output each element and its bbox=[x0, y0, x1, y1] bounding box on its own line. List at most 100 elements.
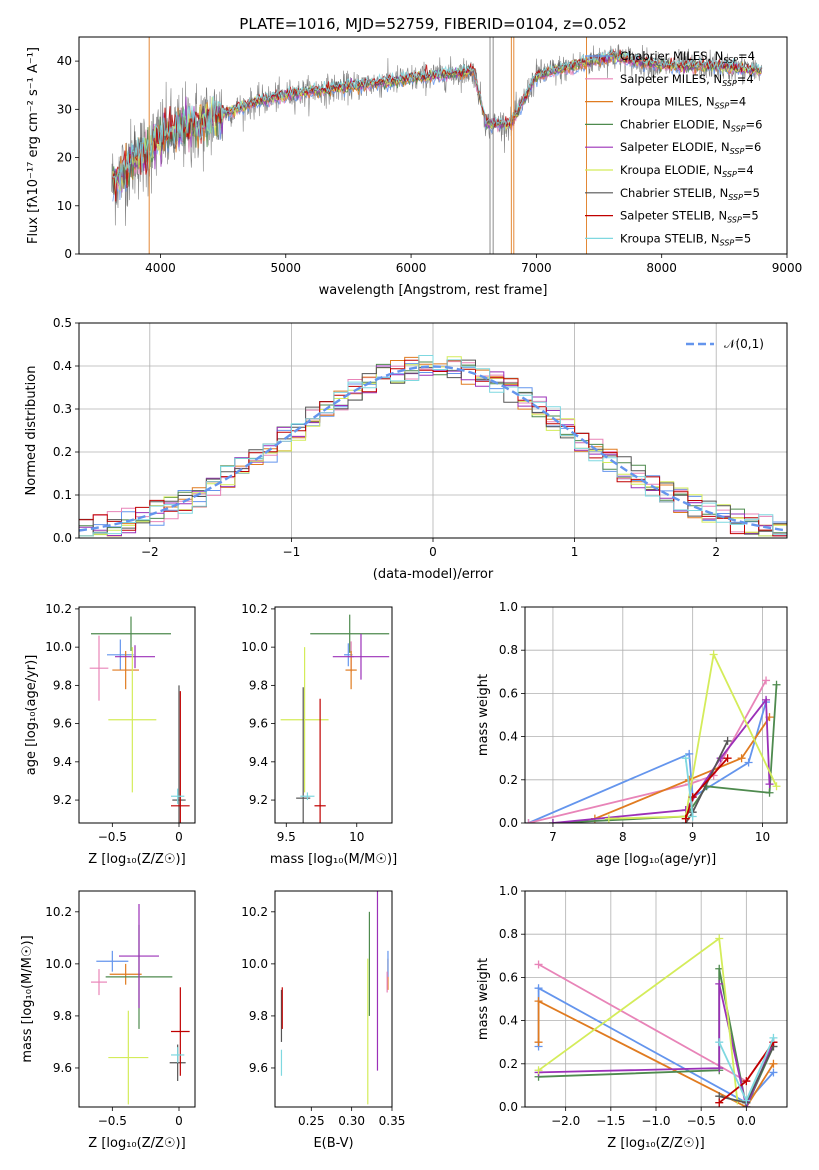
age_vs_Z-points bbox=[89, 616, 190, 823]
residuals-xtick-label: −1 bbox=[283, 545, 301, 559]
mass_vs_ebv-ytick-label: 9.6 bbox=[249, 1061, 268, 1075]
weight_vs_age-series-line bbox=[552, 697, 771, 823]
weight_vs_Z-marker bbox=[742, 1077, 751, 1086]
weight_vs_age-marker bbox=[772, 680, 781, 689]
mass_vs_Z-xtick-label: 0 bbox=[175, 1114, 183, 1128]
weight_vs_age-xtick-label: 9 bbox=[689, 830, 697, 844]
weight_vs_Z-axes: −2.0 −1.5 −1.0 −0.5 0.0 0.0 0.2 0.4 0.6 0.8 1.0 Z [… bbox=[476, 884, 787, 1151]
age_vs_mass-xlabel: mass [log₁₀(M/M☉)] bbox=[270, 852, 397, 867]
mass_vs_Z-axes: −0.5 0 9.6 9.8 10.0 10.2 Z [log₁₀(Z/Z☉)] mass [… bbox=[20, 905, 186, 1151]
weight_vs_Z-marker bbox=[534, 984, 543, 993]
spectrum-xtick-label: 6000 bbox=[396, 261, 427, 275]
age_vs_mass-ytick-label: 10.2 bbox=[241, 602, 268, 616]
spectrum-legend-label: Chabrier MILES, NSSP=4 bbox=[620, 49, 755, 65]
residuals-ytick-label: 0.3 bbox=[53, 402, 72, 416]
weight_vs_age-ylabel: mass weight bbox=[476, 674, 491, 756]
legend-label-suffix: =6 bbox=[744, 140, 761, 154]
weight_vs_age-ytick-label: 0.0 bbox=[499, 816, 518, 830]
age_vs_Z-xlabel: Z [log₁₀(Z/Z☉)] bbox=[88, 852, 185, 867]
spectrum-frame bbox=[78, 36, 788, 255]
spectrum-legend-label: Kroupa ELODIE, NSSP=4 bbox=[620, 163, 754, 179]
residuals-frame bbox=[78, 322, 788, 539]
legend-label-text: Salpeter ELODIE, N bbox=[620, 140, 730, 154]
legend-label-sub: SSP bbox=[722, 170, 737, 179]
age_vs_mass-ytick-label: 9.4 bbox=[249, 755, 268, 769]
age_vs_Z-ytick-label: 9.6 bbox=[53, 717, 72, 731]
weight_vs_Z-marker bbox=[715, 1064, 724, 1073]
weight_vs_Z-ytick-label: 0.2 bbox=[499, 1057, 518, 1071]
age_vs_mass-axes: 9.5 10 9.2 9.4 9.6 9.8 10.0 10.2 mass [log₁₀(M/M… bbox=[241, 602, 397, 867]
weight_vs_age-marker bbox=[685, 749, 694, 758]
legend-label-suffix: =4 bbox=[738, 49, 755, 63]
residuals-ytick-label: 0.4 bbox=[53, 359, 72, 373]
spectrum-legend-label: Salpeter MILES, NSSP=4 bbox=[620, 72, 754, 88]
spectrum-ylabel: Flux [fλ10⁻¹⁷ erg cm⁻² s⁻¹ A⁻¹] bbox=[26, 47, 41, 244]
residuals-ytick-label: 0.1 bbox=[53, 488, 72, 502]
residuals-xlabel: (data-model)/error bbox=[373, 567, 494, 582]
mass_vs_Z-frame bbox=[78, 890, 196, 1108]
figure-title: PLATE=1016, MJD=52759, FIBERID=0104, z=0… bbox=[239, 15, 626, 33]
age_vs_Z-axes: −0.5 0 9.2 9.4 9.6 9.8 10.0 10.2 Z [log₁₀(Z/Z☉)]… bbox=[24, 602, 186, 867]
weight_vs_Z-xtick-label: −0.5 bbox=[687, 1114, 716, 1128]
mass_vs_Z-points bbox=[91, 904, 190, 1105]
spectrum-ytick-label: 0 bbox=[64, 247, 72, 261]
mass_vs_ebv-points bbox=[280, 891, 389, 1105]
weight_vs_age-marker bbox=[744, 758, 753, 767]
weight_vs_Z-series-line bbox=[537, 999, 775, 1107]
spectrum-xtick-label: 5000 bbox=[270, 261, 301, 275]
weight_vs_Z-ytick-label: 0.0 bbox=[499, 1100, 518, 1114]
age_vs_Z-ytick-label: 9.2 bbox=[53, 793, 72, 807]
spectrum-lines bbox=[111, 37, 763, 254]
spectrum-legend-label: Chabrier STELIB, NSSP=5 bbox=[620, 186, 760, 202]
spectrum-ytick-label: 20 bbox=[57, 151, 72, 165]
weight_vs_age-xlabel: age [log₁₀(age/yr)] bbox=[596, 852, 717, 867]
age_vs_Z-ylabel: age [log₁₀(age/yr)] bbox=[24, 655, 39, 776]
age_vs_mass-xtick-label: 10 bbox=[349, 830, 364, 844]
mass_vs_ebv-ytick-label: 10.2 bbox=[241, 905, 268, 919]
residuals-hist-line bbox=[79, 365, 787, 537]
weight_vs_Z-marker bbox=[742, 1096, 751, 1105]
spectrum-legend-label: Salpeter ELODIE, NSSP=6 bbox=[620, 140, 761, 156]
legend-label-text: Chabrier STELIB, N bbox=[620, 186, 728, 200]
weight_vs_Z-marker bbox=[715, 979, 724, 988]
residuals-xtick-label: −2 bbox=[141, 545, 159, 559]
mass_vs_Z-xtick-label: −0.5 bbox=[98, 1114, 127, 1128]
mass_vs_Z-ytick-label: 9.8 bbox=[53, 1009, 72, 1023]
weight_vs_age-series-line bbox=[528, 679, 767, 823]
age_vs_mass-frame bbox=[274, 606, 393, 824]
legend-label-suffix: =5 bbox=[734, 231, 751, 245]
weight_vs_age-ytick-label: 1.0 bbox=[499, 600, 518, 614]
weight_vs_age-marker bbox=[681, 754, 690, 763]
weight_vs_Z-xlabel: Z [log₁₀(Z/Z☉)] bbox=[607, 1136, 704, 1151]
legend-label-sub: SSP bbox=[720, 238, 735, 247]
spectrum-legend-label: Kroupa MILES, NSSP=4 bbox=[620, 95, 746, 111]
legend-label-text: Chabrier ELODIE, N bbox=[620, 117, 731, 131]
age_vs_mass-ytick-label: 9.2 bbox=[249, 793, 268, 807]
weight_vs_age-marker bbox=[737, 754, 746, 763]
residuals-normal-curve bbox=[79, 365, 787, 532]
mass_vs_ebv-axes: 0.25 0.30 0.35 9.6 9.8 10.0 10.2 E(B-V) bbox=[241, 905, 405, 1151]
residuals-xtick-label: 2 bbox=[712, 545, 720, 559]
age_vs_Z-xtick-label: 0 bbox=[175, 830, 183, 844]
weight_vs_age-marker bbox=[548, 819, 557, 823]
spectrum-axes: 4000 5000 6000 7000 8000 9000 0 10 20 30 40 wavelen… bbox=[26, 47, 802, 298]
legend-label-text: Kroupa MILES, N bbox=[620, 95, 715, 109]
weight_vs_Z-marker bbox=[534, 1038, 543, 1047]
residuals-ylabel: Normed distribution bbox=[24, 366, 39, 496]
plots: 4000 5000 6000 7000 8000 9000010203040wavelen… bbox=[20, 36, 802, 1151]
weight_vs_Z-frame bbox=[524, 890, 788, 1108]
weight_vs_Z-marker bbox=[715, 1098, 724, 1107]
mass_vs_Z-ytick-label: 9.6 bbox=[53, 1061, 72, 1075]
spectrum-legend: Chabrier MILES, NSSP=4 Salpeter MILES, NS… bbox=[585, 49, 762, 247]
weight_vs_age-marker bbox=[723, 754, 732, 763]
residuals-legend-label: 𝒩(0,1) bbox=[724, 337, 764, 351]
mass_vs_Z-ytick-label: 10.0 bbox=[45, 957, 72, 971]
weight_vs_Z-xtick-label: 0.0 bbox=[737, 1114, 756, 1128]
weight_vs_age-marker bbox=[772, 782, 781, 791]
spectrum-legend-label: Kroupa STELIB, NSSP=5 bbox=[620, 231, 751, 247]
weight_vs_age-series-line bbox=[552, 684, 778, 823]
legend-label-sub: SSP bbox=[723, 56, 738, 65]
weight_vs_Z-ylabel: mass weight bbox=[476, 958, 491, 1040]
age_vs_mass-xtick-label: 9.5 bbox=[277, 830, 296, 844]
mass_vs_ebv-xtick-label: 0.30 bbox=[338, 1114, 365, 1128]
